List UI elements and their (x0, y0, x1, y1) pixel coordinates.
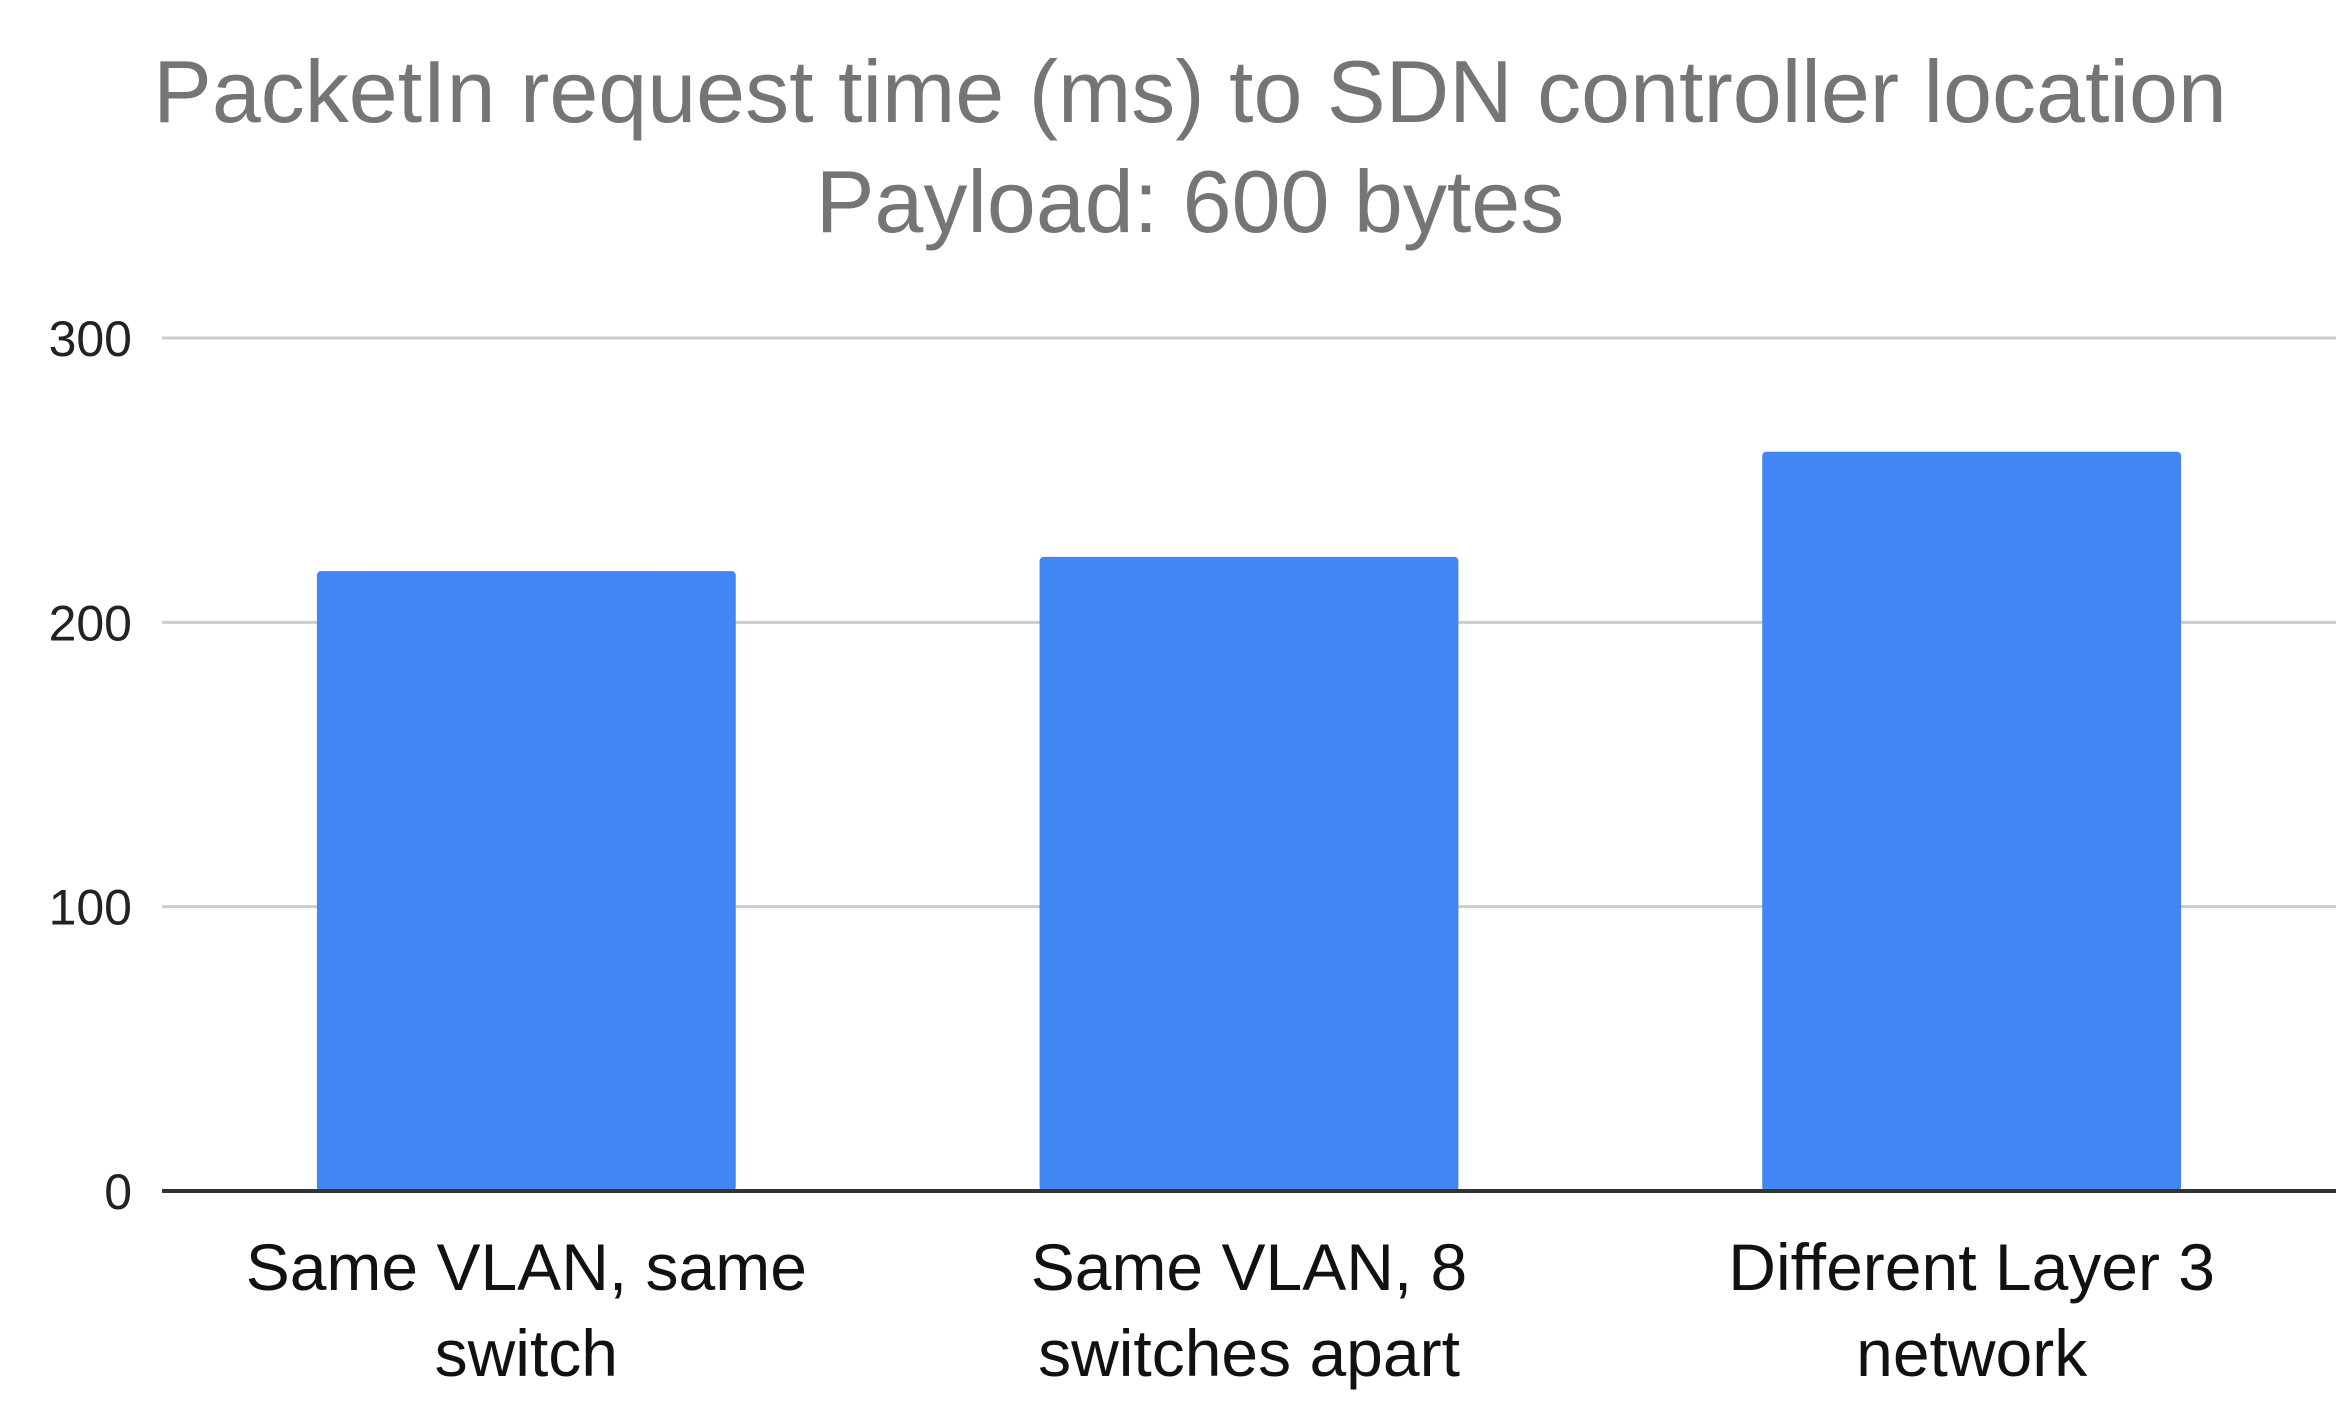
bars (316, 451, 2182, 1191)
bar-3 (1762, 451, 2182, 1191)
y-tick-label-300: 300 (49, 311, 132, 367)
y-tick-label-100: 100 (49, 880, 132, 936)
y-axis-tick-labels: 0 100 200 300 (49, 311, 132, 1220)
x-category-label-3: Different Layer 3 network (1728, 1230, 2215, 1390)
x-axis-category-labels: Same VLAN, same switch Same VLAN, 8 switche… (246, 1230, 2215, 1390)
y-tick-label-0: 0 (104, 1164, 132, 1220)
bar-1 (316, 571, 736, 1191)
bar-2 (1039, 556, 1459, 1191)
chart-subtitle: Payload: 600 bytes (816, 152, 1565, 251)
x-category-label-2: Same VLAN, 8 switches apart (1031, 1230, 1468, 1390)
chart-title: PacketIn request time (ms) to SDN contro… (153, 42, 2227, 141)
x-category-label-1: Same VLAN, same switch (246, 1230, 807, 1390)
y-tick-label-200: 200 (49, 595, 132, 651)
